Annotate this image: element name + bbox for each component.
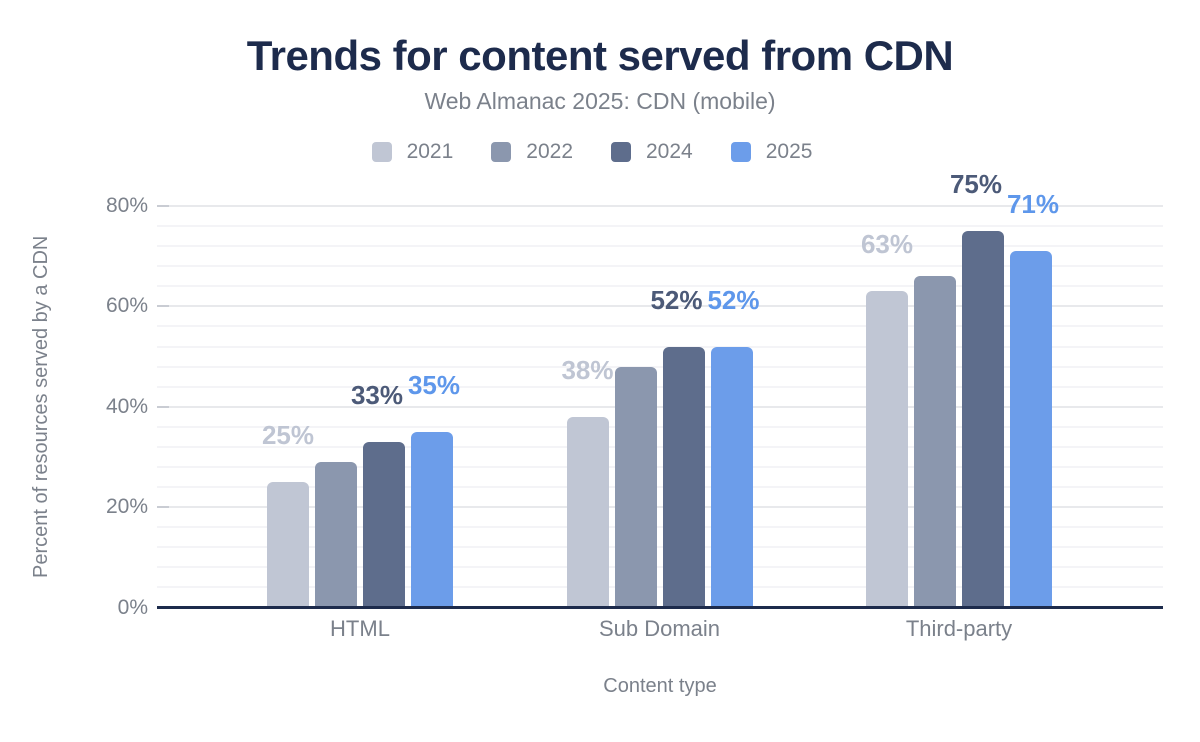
minor-gridline [157, 325, 1163, 328]
bar-2025-third-party[interactable] [1010, 251, 1052, 608]
bar-2024-sub-domain[interactable] [662, 346, 705, 608]
minor-gridline [157, 345, 1163, 348]
bar-2025-sub-domain[interactable] [710, 346, 753, 608]
legend-label: 2022 [526, 140, 573, 163]
major-gridline [157, 305, 1163, 308]
bar-value-label: 52% [650, 284, 703, 315]
minor-gridline [157, 425, 1163, 428]
y-tick-label: 40% [105, 394, 148, 418]
bar-value-label: 38% [561, 354, 614, 385]
minor-gridline [157, 526, 1163, 529]
x-axis-title: Content type [603, 675, 717, 697]
major-gridline [157, 405, 1163, 408]
legend-item-2021[interactable]: 2021 [371, 140, 454, 164]
legend-swatch-icon [491, 142, 512, 162]
minor-gridline [157, 285, 1163, 288]
legend-label: 2025 [765, 140, 813, 163]
bar-2022-third-party[interactable] [914, 276, 956, 608]
legend: 2021 2022 2024 2025 [0, 140, 1192, 164]
bar-2022-html[interactable] [315, 461, 357, 608]
x-category-label: HTML [330, 616, 390, 641]
bar-2021-sub-domain[interactable] [566, 416, 609, 608]
legend-label: 2024 [646, 140, 693, 163]
minor-gridline [157, 546, 1163, 549]
major-gridline [157, 506, 1163, 509]
x-axis-baseline [157, 606, 1163, 610]
axis-tick-mark [157, 305, 169, 308]
legend-item-2024[interactable]: 2024 [611, 140, 693, 164]
bar-value-label: 35% [407, 369, 461, 400]
axis-tick-mark [157, 205, 169, 207]
minor-gridline [157, 445, 1163, 448]
minor-gridline [157, 586, 1163, 589]
y-tick-label: 80% [105, 194, 148, 217]
y-tick-label: 20% [105, 495, 148, 519]
bar-value-label: 25% [261, 420, 315, 451]
legend-swatch-icon [611, 142, 631, 162]
legend-swatch-icon [730, 142, 751, 162]
minor-gridline [157, 465, 1163, 468]
bar-value-label: 33% [350, 379, 404, 410]
minor-gridline [157, 245, 1163, 248]
legend-swatch-icon [371, 142, 392, 162]
chart-title: Trends for content served from CDN [246, 32, 954, 79]
bar-value-label: 71% [1006, 189, 1060, 220]
bar-value-label: 52% [707, 284, 760, 315]
bar-2021-third-party[interactable] [866, 291, 908, 608]
minor-gridline [157, 486, 1163, 489]
bar-2021-html[interactable] [267, 482, 309, 608]
legend-item-2022[interactable]: 2022 [491, 140, 573, 164]
bar-value-label: 63% [860, 229, 914, 260]
legend-label: 2021 [406, 140, 454, 163]
bar-2025-html[interactable] [411, 431, 453, 608]
axis-tick-mark [157, 405, 169, 408]
chart-subtitle: Web Almanac 2025: CDN (mobile) [424, 88, 776, 114]
bar-2024-third-party[interactable] [962, 231, 1004, 608]
minor-gridline [157, 566, 1163, 569]
axis-tick-mark [157, 506, 169, 509]
minor-gridline [157, 225, 1163, 228]
y-tick-label: 60% [105, 294, 148, 318]
x-category-label: Sub Domain [598, 616, 721, 641]
bar-value-label: 75% [949, 169, 1003, 200]
bar-2024-html[interactable] [363, 441, 405, 608]
minor-gridline [157, 365, 1163, 368]
x-category-label: Third-party [905, 616, 1013, 641]
minor-gridline [157, 385, 1163, 388]
minor-gridline [157, 265, 1163, 268]
bar-2022-sub-domain[interactable] [614, 366, 657, 608]
y-tick-label: 0% [117, 595, 148, 619]
major-gridline [157, 205, 1163, 207]
legend-item-2025[interactable]: 2025 [730, 140, 813, 164]
y-axis-title: Percent of resources served by a CDN [30, 235, 52, 579]
